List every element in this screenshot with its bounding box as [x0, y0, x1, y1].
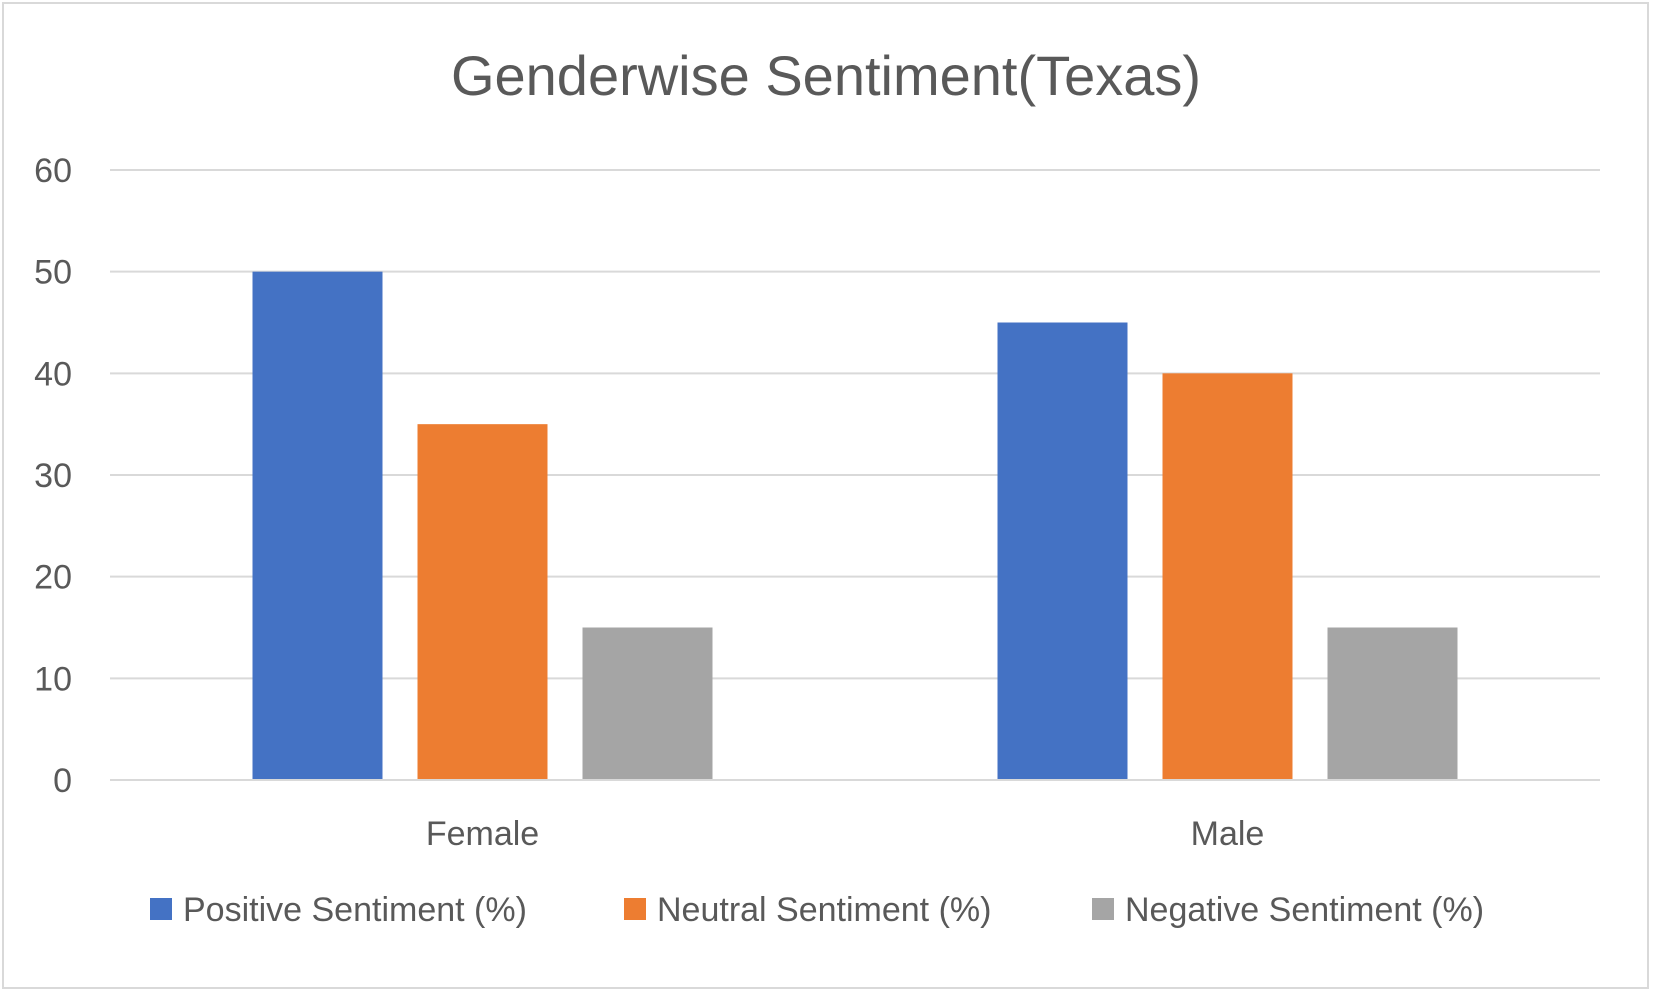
y-tick-label: 60 [34, 152, 72, 190]
y-tick-label: 50 [34, 254, 72, 292]
bar-female-neutral [417, 424, 548, 780]
y-tick-label: 0 [53, 762, 72, 800]
y-tick-label: 10 [34, 660, 72, 698]
x-axis-categories: Female Male [426, 815, 1265, 853]
legend-label: Positive Sentiment (%) [183, 891, 527, 929]
legend-label: Negative Sentiment (%) [1125, 891, 1484, 929]
bars [110, 271, 1600, 781]
legend-swatch [1092, 898, 1114, 920]
bar-female-negative [582, 627, 713, 780]
legend-swatch [624, 898, 646, 920]
legend-swatch [150, 898, 172, 920]
x-category-label: Male [1191, 815, 1265, 853]
y-tick-label: 40 [34, 355, 72, 393]
bar-male-positive [997, 322, 1128, 780]
chart-title: Genderwise Sentiment(Texas) [451, 44, 1201, 107]
legend: Positive Sentiment (%) Neutral Sentiment … [150, 891, 1484, 929]
bar-female-positive [252, 271, 383, 780]
legend-label: Neutral Sentiment (%) [657, 891, 991, 929]
y-axis-ticks: 0 10 20 30 40 50 60 [34, 152, 72, 800]
x-category-label: Female [426, 815, 539, 853]
bar-male-negative [1327, 627, 1458, 780]
y-tick-label: 30 [34, 457, 72, 495]
bar-male-neutral [1162, 373, 1293, 780]
y-tick-label: 20 [34, 559, 72, 597]
